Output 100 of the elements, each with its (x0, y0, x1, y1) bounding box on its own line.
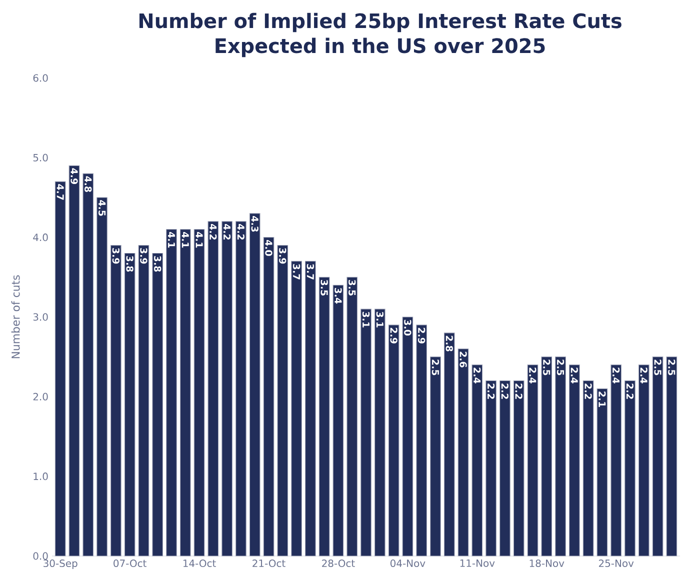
data-label: 4.3 (251, 216, 258, 232)
data-label: 2.2 (584, 384, 592, 399)
y-tick-label: 0.0 (33, 552, 48, 560)
bar (568, 364, 580, 556)
bar (555, 356, 566, 556)
data-label: 2.5 (543, 360, 550, 376)
data-label: 2.4 (612, 368, 620, 384)
data-label: 2.4 (570, 368, 578, 384)
bar (430, 356, 441, 556)
data-label: 4.8 (84, 176, 92, 192)
data-label: 3.1 (362, 312, 370, 328)
bar (610, 364, 622, 556)
bar (236, 221, 246, 556)
bar (180, 229, 191, 556)
bar (624, 380, 636, 556)
bar (124, 252, 136, 556)
bar (596, 388, 608, 556)
bar (360, 308, 372, 556)
bar (304, 260, 316, 556)
bar (500, 380, 510, 556)
x-tick-label: 04-Nov (390, 560, 426, 568)
data-label: 4.1 (196, 232, 203, 248)
y-tick-label: 4.0 (33, 234, 48, 242)
bar (458, 348, 469, 556)
data-label: 4.1 (182, 232, 189, 248)
data-label: 3.1 (376, 312, 384, 328)
data-label: 2.2 (488, 384, 495, 399)
data-label: 3.5 (320, 280, 328, 296)
y-tick-label: 3.0 (33, 313, 48, 321)
data-label: 4.1 (168, 232, 175, 248)
bar (416, 324, 428, 556)
bar (194, 229, 205, 556)
bar (222, 221, 233, 556)
data-label: 2.6 (460, 352, 467, 368)
bar (346, 276, 358, 556)
x-tick-label: 30-Sep (44, 560, 78, 569)
bar (96, 197, 108, 556)
data-label: 2.1 (598, 392, 606, 408)
data-label: 3.8 (154, 256, 162, 272)
bar (374, 308, 386, 556)
data-label: 4.9 (70, 168, 78, 184)
y-tick-label: 1.0 (34, 472, 48, 480)
data-label: 4.2 (224, 224, 231, 240)
bar (138, 244, 150, 556)
bar (318, 276, 330, 556)
data-label: 3.7 (292, 264, 300, 280)
data-label: 3.8 (126, 256, 134, 272)
data-label: 2.5 (668, 360, 676, 376)
data-label: 4.2 (237, 224, 244, 240)
data-label: 2.5 (432, 360, 440, 376)
bar (166, 229, 177, 556)
bar (582, 380, 594, 556)
x-tick-label: 18-Nov (530, 560, 564, 568)
data-label: 3.4 (334, 288, 342, 304)
bar (54, 181, 66, 556)
bar (388, 324, 400, 556)
y-tick-label: 6.0 (33, 74, 48, 82)
bar (68, 165, 80, 556)
bar (444, 332, 455, 556)
data-label: 4.7 (56, 184, 64, 200)
bar (541, 356, 552, 556)
data-label: 4.5 (98, 200, 106, 216)
data-label: 3.9 (279, 248, 286, 264)
bar (152, 252, 164, 556)
data-label: 2.2 (501, 384, 508, 399)
x-tick-label: 14-Oct (183, 560, 216, 568)
bar (249, 213, 260, 556)
bar (472, 364, 483, 556)
bar (638, 364, 650, 556)
data-label: 2.8 (446, 336, 453, 352)
data-label: 2.4 (474, 368, 481, 384)
data-label: 3.5 (348, 280, 356, 296)
bar (652, 356, 664, 556)
x-tick-label: 28-Oct (322, 560, 355, 568)
bar (208, 221, 219, 556)
data-label: 2.2 (626, 384, 634, 399)
data-label: 3.9 (140, 248, 148, 264)
x-tick-label: 07-Oct (114, 560, 146, 568)
bar (332, 284, 344, 556)
data-label: 2.2 (515, 384, 522, 399)
data-label: 2.9 (390, 328, 398, 344)
data-label: 2.4 (529, 368, 536, 384)
data-label: 2.5 (556, 360, 564, 376)
data-label: 2.5 (654, 360, 662, 376)
bar (402, 316, 414, 556)
data-label: 3.7 (306, 264, 314, 280)
x-tick-label: 21-Oct (252, 560, 286, 568)
bar (263, 237, 274, 556)
y-tick-label: 2.0 (33, 392, 48, 400)
data-label: 2.4 (640, 368, 648, 384)
bar (82, 173, 94, 556)
data-label: 2.9 (418, 328, 426, 344)
data-label: 3.9 (112, 248, 120, 264)
bar (291, 260, 302, 556)
chart-title: Number of Implied 25bp Interest Rate Cuts Expected in the US over 2025 (139, 12, 622, 58)
x-tick-label: 11-Nov (460, 560, 495, 567)
data-label: 4.2 (210, 224, 217, 240)
bar (277, 244, 288, 556)
bar (110, 244, 122, 556)
bar (666, 356, 678, 556)
